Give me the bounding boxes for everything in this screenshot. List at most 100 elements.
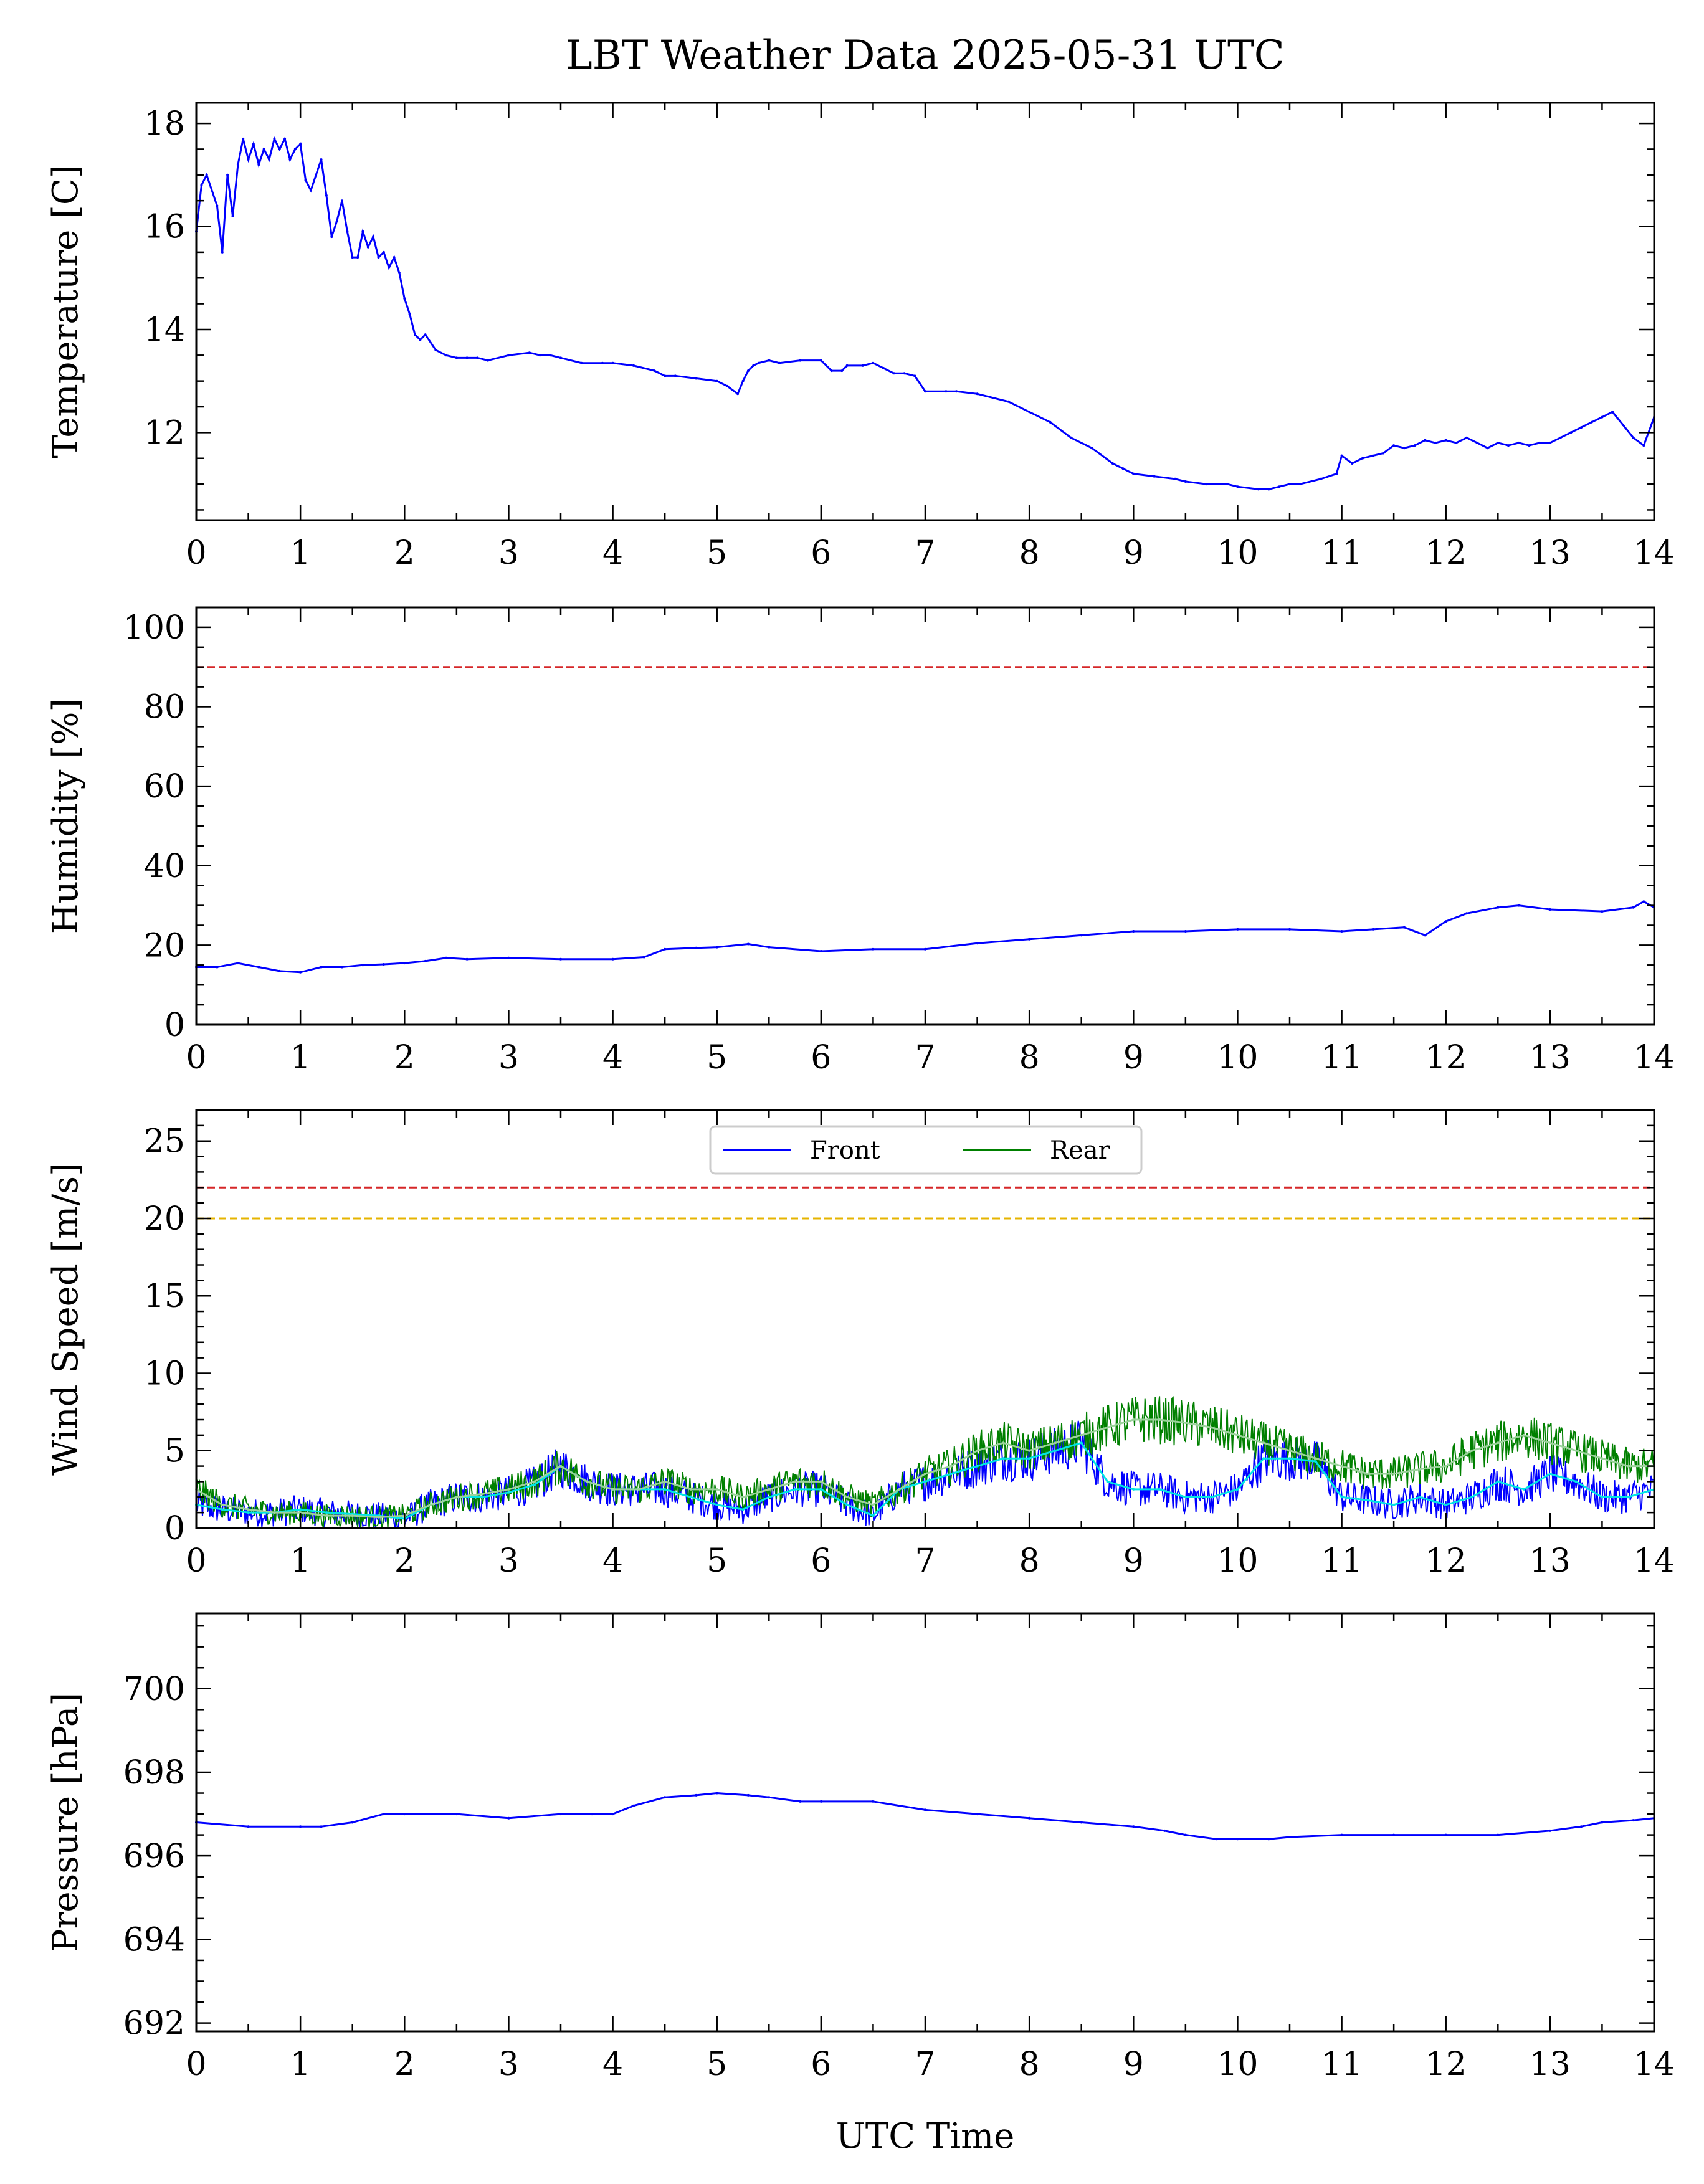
wind-speed-front-point [1106,1480,1109,1483]
temperature-point [1538,441,1541,444]
pressure-x-tick-label: 6 [811,2046,831,2083]
temperature-point [382,250,385,254]
pressure-point [1580,1825,1583,1828]
temperature-point [455,356,458,359]
wind-speed-x-tick-label: 10 [1217,1542,1258,1580]
pressure-point [455,1813,458,1816]
wind-speed-front-point [533,1483,536,1486]
temperature-x-tick-label: 13 [1530,534,1571,572]
pressure-x-tick-label: 7 [915,2046,935,2083]
wind-speed-rear-point [1184,1422,1187,1424]
temperature-panel: 0 1 2 3 4 5 6 7 8 9 10 11 12 13 1412141618Temperature … [45,102,1675,572]
pressure-point [559,1813,562,1816]
temperature-y-tick-label: 16 [144,209,185,246]
temperature-point [434,349,437,351]
temperature-point [315,173,318,176]
humidity-point [1288,928,1291,931]
wind-speed-rear-point [507,1488,510,1491]
temperature-point [377,256,380,259]
wind-speed-rear-point [455,1496,458,1499]
humidity-point [819,950,822,952]
temperature-series-line [195,136,1655,490]
humidity-y-axis-label: Humidity [%] [45,698,86,934]
pressure-y-tick-label: 696 [123,1838,185,1875]
pressure-point [591,1813,594,1816]
wind-speed-front-point [1262,1457,1265,1460]
pressure-point [320,1825,323,1828]
pressure-point [1497,1833,1500,1836]
wind-speed-rear-point [741,1496,745,1499]
wind-speed-front-point [1028,1457,1031,1460]
temperature-x-tick-label: 5 [707,534,727,572]
temperature-point [252,143,255,146]
wind-speed-front-point [1470,1496,1473,1499]
humidity-point [768,946,771,949]
wind-speed-front-point [1158,1488,1161,1491]
wind-speed-front-point [1601,1496,1604,1499]
wind-speed-front-point [299,1508,302,1511]
wind-speed-front-point [1236,1488,1239,1491]
wind-speed-rear-point [794,1480,797,1483]
temperature-point [746,369,750,373]
wind-speed-y-axis-label: Wind Speed [m/s] [45,1162,86,1476]
humidity-point [299,971,302,974]
temperature-x-tick-label: 4 [602,534,623,572]
temperature-point [1049,420,1052,424]
temperature-point [216,204,219,207]
temperature-point [1236,485,1239,488]
legend-rear-label: Rear [1050,1136,1111,1165]
temperature-point [1642,444,1645,447]
temperature-x-tick-label: 8 [1019,534,1040,572]
temperature-point [580,361,583,364]
pressure-x-tick-label: 12 [1426,2046,1467,2083]
temperature-point [840,369,844,373]
humidity-y-tick-label: 0 [164,1007,185,1044]
wind-speed-y-tick-label: 0 [164,1510,185,1547]
wind-speed-front-point [819,1488,822,1491]
humidity-point [1028,938,1031,941]
temperature-point [1351,462,1354,465]
temperature-point [1205,483,1208,486]
pressure-point [1267,1838,1270,1841]
wind-speed-front-trace [196,1420,1655,1529]
temperature-point [487,359,489,362]
temperature-point [236,163,239,166]
wind-speed-x-tick-label: 3 [498,1542,519,1580]
temperature-point [1340,454,1343,457]
temperature-point [1184,480,1187,483]
pressure-point [1163,1829,1166,1832]
wind-speed-front-point [1444,1503,1447,1506]
wind-speed-front-point [1548,1473,1551,1475]
temperature-point [1320,477,1323,480]
wind-speed-front-point [950,1473,953,1475]
wind-speed-front-point [221,1508,224,1511]
wind-speed-front-point [872,1514,875,1517]
pressure-point [1184,1833,1187,1836]
wind-speed-rear-point [1418,1468,1421,1471]
wind-speed-rear-point [1080,1433,1083,1436]
temperature-point [257,163,260,166]
humidity-y-tick-label: 20 [144,927,185,964]
pressure-point [664,1796,667,1799]
wind-speed-x-tick-label: 8 [1019,1542,1040,1580]
temperature-point [1559,436,1562,439]
humidity-point [1632,906,1635,909]
pressure-point [799,1800,802,1803]
humidity-point [278,969,281,972]
pressure-point [611,1813,614,1816]
humidity-point [1465,912,1468,915]
wind-speed-x-tick-label: 7 [915,1542,935,1580]
temperature-point [278,148,281,151]
wind-speed-rear-point [1236,1433,1239,1436]
humidity-point [1424,934,1427,937]
wind-speed-front-point [1418,1496,1421,1499]
humidity-point [382,963,385,966]
temperature-point [674,374,677,377]
temperature-point [403,297,406,300]
humidity-y-tick-label: 80 [144,689,185,726]
wind-speed-x-tick-label: 13 [1530,1542,1571,1580]
wind-speed-y-tick-label: 20 [144,1200,185,1238]
humidity-point [361,964,364,967]
humidity-x-tick-label: 7 [915,1039,935,1076]
